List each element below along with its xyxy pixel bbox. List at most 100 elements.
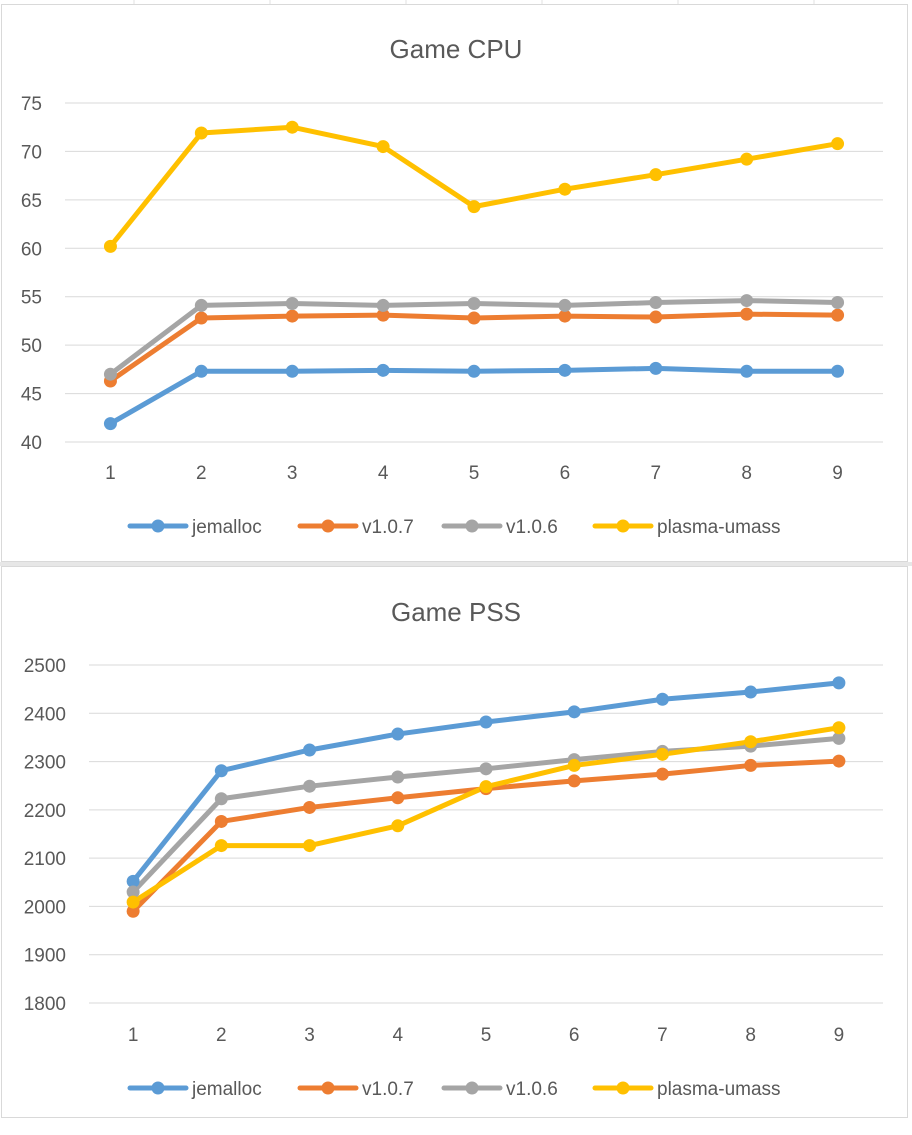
data-point-v1-0-6[interactable] [285, 296, 299, 310]
data-point-v1-0-6[interactable] [194, 298, 208, 312]
data-point-jemalloc[interactable] [376, 363, 390, 377]
data-point-v1-0-6[interactable] [832, 731, 846, 745]
y-tick-label: 2000 [24, 897, 66, 918]
data-point-v1-0-7[interactable] [649, 310, 663, 324]
data-point-jemalloc[interactable] [567, 705, 581, 719]
x-tick-label: 5 [469, 463, 480, 484]
data-point-plasma-umass[interactable] [479, 780, 493, 794]
data-point-plasma-umass[interactable] [103, 239, 117, 253]
data-point-v1-0-7[interactable] [214, 814, 228, 828]
y-tick-label: 2300 [24, 753, 66, 774]
data-point-plasma-umass[interactable] [391, 819, 405, 833]
x-tick-label: 3 [304, 1025, 315, 1046]
data-point-v1-0-7[interactable] [303, 800, 317, 814]
x-tick-label: 4 [392, 1025, 403, 1046]
data-point-v1-0-7[interactable] [391, 791, 405, 805]
data-point-jemalloc[interactable] [740, 364, 754, 378]
data-point-v1-0-6[interactable] [558, 298, 572, 312]
data-point-plasma-umass[interactable] [832, 721, 846, 735]
data-point-v1-0-7[interactable] [376, 308, 390, 322]
y-tick-label: 40 [21, 433, 42, 454]
data-point-jemalloc[interactable] [467, 364, 481, 378]
y-tick-label: 1800 [24, 994, 66, 1015]
x-tick-label: 7 [650, 463, 661, 484]
data-point-v1-0-6[interactable] [214, 792, 228, 806]
sheet-divider [0, 562, 912, 566]
legend-swatch-marker-plasma-umass [616, 1081, 630, 1095]
data-point-jemalloc[interactable] [649, 361, 663, 375]
data-point-plasma-umass[interactable] [194, 126, 208, 140]
chart-game-pss[interactable]: Game PSS 1800 1900 2000 2100 2200 2300 2400 2500… [1, 566, 908, 1118]
data-point-jemalloc[interactable] [655, 692, 669, 706]
data-point-v1-0-7[interactable] [831, 308, 845, 322]
data-point-v1-0-6[interactable] [740, 294, 754, 308]
x-tick-label: 1 [105, 463, 116, 484]
legend-label-v1-0-7[interactable]: v1.0.7 [362, 1079, 414, 1100]
legend-label-v1-0-6[interactable]: v1.0.6 [506, 1079, 558, 1100]
x-tick-label: 3 [287, 463, 298, 484]
data-point-v1-0-7[interactable] [655, 767, 669, 781]
legend-label-plasma-umass[interactable]: plasma-umass [657, 1079, 781, 1100]
data-point-plasma-umass[interactable] [831, 137, 845, 151]
legend-label-v1-0-7[interactable]: v1.0.7 [362, 517, 414, 538]
y-tick-label: 65 [21, 191, 42, 212]
data-point-jemalloc[interactable] [832, 676, 846, 690]
data-point-v1-0-6[interactable] [103, 367, 117, 381]
data-point-jemalloc[interactable] [391, 727, 405, 741]
data-point-plasma-umass[interactable] [126, 895, 140, 909]
data-point-plasma-umass[interactable] [285, 120, 299, 134]
data-point-v1-0-7[interactable] [740, 307, 754, 321]
data-point-jemalloc[interactable] [744, 685, 758, 699]
chart-title: Game CPU [390, 34, 523, 64]
data-point-v1-0-6[interactable] [303, 779, 317, 793]
data-point-v1-0-6[interactable] [391, 770, 405, 784]
data-point-v1-0-7[interactable] [567, 774, 581, 788]
data-point-jemalloc[interactable] [479, 715, 493, 729]
x-tick-label: 9 [832, 463, 843, 484]
data-point-plasma-umass[interactable] [744, 735, 758, 749]
data-point-plasma-umass[interactable] [467, 200, 481, 214]
data-point-jemalloc[interactable] [126, 874, 140, 888]
data-point-plasma-umass[interactable] [655, 747, 669, 761]
data-point-plasma-umass[interactable] [567, 758, 581, 772]
legend-label-jemalloc[interactable]: jemalloc [191, 1079, 262, 1100]
x-tick-label: 9 [834, 1025, 845, 1046]
data-point-jemalloc[interactable] [194, 364, 208, 378]
legend-label-jemalloc[interactable]: jemalloc [191, 517, 262, 538]
data-point-plasma-umass[interactable] [558, 182, 572, 196]
data-point-plasma-umass[interactable] [649, 168, 663, 182]
data-point-v1-0-7[interactable] [558, 309, 572, 323]
x-tick-label: 2 [196, 463, 207, 484]
chart-game-cpu[interactable]: Game CPU 40 45 50 55 60 65 70 75 1 2 3 4 5 6 7 8 9 jemallo… [1, 4, 908, 562]
data-point-v1-0-7[interactable] [467, 311, 481, 325]
data-point-v1-0-6[interactable] [376, 298, 390, 312]
data-point-plasma-umass[interactable] [303, 839, 317, 853]
data-point-v1-0-6[interactable] [467, 296, 481, 310]
data-point-jemalloc[interactable] [303, 743, 317, 757]
legend-label-plasma-umass[interactable]: plasma-umass [657, 517, 781, 538]
x-tick-label: 8 [745, 1025, 756, 1046]
data-point-v1-0-7[interactable] [744, 758, 758, 772]
data-point-plasma-umass[interactable] [214, 839, 228, 853]
data-point-jemalloc[interactable] [103, 417, 117, 431]
data-point-jemalloc[interactable] [558, 363, 572, 377]
y-tick-label: 2200 [24, 801, 66, 822]
data-point-jemalloc[interactable] [285, 364, 299, 378]
data-point-plasma-umass[interactable] [740, 152, 754, 166]
legend-label-v1-0-6[interactable]: v1.0.6 [506, 517, 558, 538]
data-point-v1-0-6[interactable] [126, 885, 140, 899]
series-line-plasma-umass[interactable] [107, 124, 841, 249]
data-point-v1-0-6[interactable] [649, 296, 663, 310]
data-point-v1-0-6[interactable] [831, 296, 845, 310]
y-tick-label: 2500 [24, 656, 66, 677]
data-point-v1-0-7[interactable] [832, 754, 846, 768]
data-point-v1-0-7[interactable] [285, 309, 299, 323]
data-point-v1-0-6[interactable] [479, 762, 493, 776]
data-point-v1-0-7[interactable] [194, 311, 208, 325]
data-point-jemalloc[interactable] [831, 364, 845, 378]
series-line-plasma-umass[interactable] [130, 725, 842, 905]
data-point-v1-0-7[interactable] [126, 904, 140, 918]
data-point-plasma-umass[interactable] [376, 140, 390, 154]
data-point-jemalloc[interactable] [214, 764, 228, 778]
